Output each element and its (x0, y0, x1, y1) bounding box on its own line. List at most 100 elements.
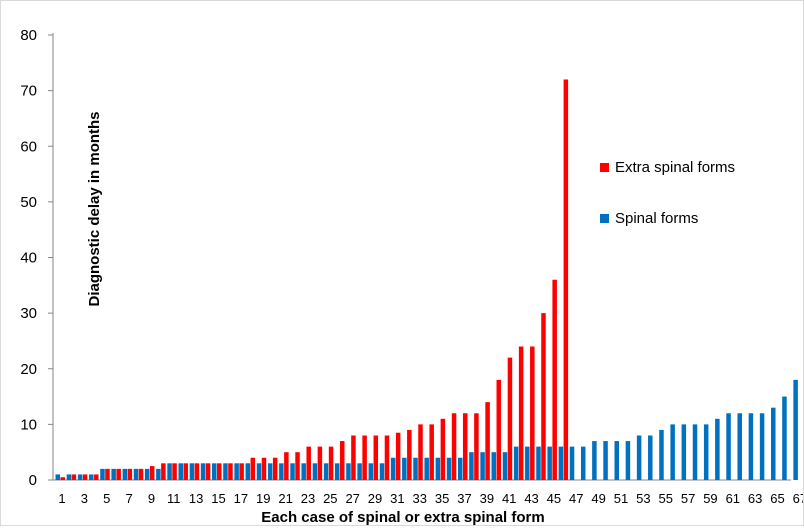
bar-spinal (569, 446, 575, 480)
bar-extra-spinal (71, 474, 77, 480)
y-axis-label: Diagnostic delay in months (86, 111, 103, 306)
x-tick-label: 17 (234, 491, 248, 506)
x-tick-label: 35 (435, 491, 449, 506)
y-tick-label: 70 (20, 83, 37, 100)
bar-extra-spinal (172, 463, 177, 480)
x-tick-label: 23 (301, 491, 315, 506)
x-tick-label: 25 (323, 491, 337, 506)
bar-spinal (335, 463, 340, 480)
bar-spinal (55, 474, 60, 480)
bar-spinal (670, 424, 675, 480)
bar-spinal (737, 413, 742, 480)
legend: Extra spinal forms Spinal forms (600, 159, 735, 227)
y-tick-label: 50 (20, 194, 37, 211)
bar-spinal (379, 463, 385, 480)
bar-spinal (413, 457, 418, 480)
x-tick-label: 67 (793, 491, 803, 506)
bar-extra-spinal (116, 468, 121, 480)
bar-spinal (625, 441, 631, 480)
bar-extra-spinal (485, 402, 490, 480)
bar-spinal (681, 424, 687, 480)
bar-extra-spinal (194, 463, 200, 480)
bar-extra-spinal (161, 463, 166, 480)
bar-spinal (111, 468, 116, 480)
bar-spinal (580, 446, 586, 480)
x-tick-label: 19 (256, 491, 270, 506)
bar-extra-spinal (306, 446, 311, 480)
legend-swatch-spinal (600, 214, 609, 223)
bar-extra-spinal (395, 432, 401, 480)
bar-spinal (771, 407, 776, 480)
bar-spinal (536, 446, 541, 480)
x-tick-label: 31 (390, 491, 404, 506)
x-tick-label: 63 (748, 491, 762, 506)
bar-spinal (200, 463, 206, 480)
bar-spinal (726, 413, 731, 480)
bar-extra-spinal (563, 79, 569, 480)
x-tick-label: 65 (770, 491, 784, 506)
bar-spinal (782, 396, 787, 480)
bar-spinal (525, 446, 530, 480)
bar-extra-spinal (239, 463, 244, 480)
bar-spinal (603, 441, 608, 480)
bar-extra-spinal (440, 418, 446, 480)
bar-spinal (346, 463, 351, 480)
bar-extra-spinal (451, 413, 457, 480)
y-tick-label: 30 (20, 305, 37, 322)
bar-spinal (122, 468, 128, 480)
bar-extra-spinal (407, 429, 412, 480)
bar-spinal (469, 452, 474, 480)
bar-extra-spinal (328, 446, 334, 480)
bar-extra-spinal (127, 468, 133, 480)
bar-extra-spinal (82, 474, 88, 480)
bar-spinal (446, 457, 452, 480)
bar-spinal (424, 457, 429, 480)
bar-extra-spinal (295, 452, 300, 480)
bar-spinal (223, 463, 228, 480)
bar-spinal (402, 457, 407, 480)
x-tick-label: 61 (726, 491, 740, 506)
bar-extra-spinal (474, 413, 479, 480)
legend-label-extra-spinal: Extra spinal forms (615, 159, 735, 176)
bar-spinal (256, 463, 262, 480)
axes (52, 33, 791, 481)
y-tick-label: 20 (20, 361, 37, 378)
bar-spinal (301, 463, 306, 480)
bar-extra-spinal (250, 457, 256, 480)
bar-spinal (648, 435, 653, 480)
bar-spinal (290, 463, 295, 480)
y-tick-label: 80 (20, 27, 37, 44)
bar-spinal (178, 463, 183, 480)
y-tick-label: 0 (29, 472, 37, 489)
bar-spinal (156, 468, 161, 480)
x-tick-label: 39 (480, 491, 494, 506)
bar-extra-spinal (105, 468, 110, 480)
bar-extra-spinal (507, 357, 513, 480)
x-tick-label: 37 (457, 491, 471, 506)
x-tick-label: 49 (591, 491, 605, 506)
bar-extra-spinal (496, 379, 502, 480)
x-tick-label: 57 (681, 491, 695, 506)
y-tick-label: 60 (20, 138, 37, 155)
bar-spinal (502, 452, 508, 480)
bar-spinal (547, 446, 552, 480)
bar-extra-spinal (530, 346, 535, 480)
bar-spinal (245, 463, 251, 480)
bar-extra-spinal (462, 413, 468, 480)
x-tick-label: 33 (413, 491, 427, 506)
x-tick-label: 53 (636, 491, 650, 506)
bar-spinal (234, 463, 239, 480)
x-tick-label: 5 (103, 491, 110, 506)
bar-extra-spinal (518, 346, 524, 480)
bar-spinal (144, 468, 150, 480)
bar-extra-spinal (429, 424, 434, 480)
bar-spinal (759, 413, 765, 480)
bar-extra-spinal (373, 435, 379, 480)
bar-extra-spinal (217, 463, 222, 480)
x-tick-label: 47 (569, 491, 583, 506)
x-tick-label: 29 (368, 491, 382, 506)
bar-extra-spinal (272, 457, 278, 480)
bar-spinal (614, 441, 619, 480)
